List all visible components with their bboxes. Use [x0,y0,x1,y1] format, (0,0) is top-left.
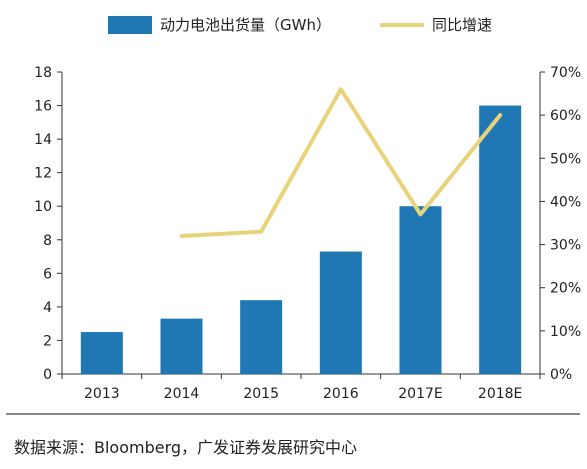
x-tick-label: 2013 [84,386,120,402]
growth-point [498,113,502,117]
bar [319,251,362,374]
legend-line-swatch [380,22,424,27]
divider [6,413,580,415]
y-left-tick-label: 10 [34,199,52,215]
growth-point [339,87,343,91]
legend-bar-label: 动力电池出货量（GWh） [160,16,331,34]
bar [160,318,203,374]
growth-point [180,234,183,238]
y-left-tick-label: 16 [34,99,52,115]
y-right-tick-label: 60% [550,108,581,124]
y-left-tick-label: 18 [34,65,52,81]
x-tick-label: 2017E [398,386,442,402]
y-right-tick-label: 0% [550,367,572,383]
y-left-tick-label: 6 [43,266,52,282]
y-left-tick-label: 4 [43,300,52,316]
legend-bar-swatch [108,15,152,34]
y-right-tick-label: 10% [550,324,581,340]
y-left-tick-label: 0 [43,367,52,383]
legend-item-line: 同比增速 [380,14,492,35]
bars [80,105,522,375]
y-left-tick-label: 14 [34,132,52,148]
bar [80,332,123,374]
x-tick-label: 2014 [164,386,200,402]
source-note: 数据来源：Bloomberg，广发证券发展研究中心 [14,438,358,457]
bar [479,105,522,375]
y-right-tick-label: 30% [550,238,581,254]
y-right-tick-label: 40% [550,194,581,210]
x-tick-label: 2016 [323,386,359,402]
x-tick-label: 2015 [243,386,279,402]
bar [399,206,442,374]
y-right-tick-label: 50% [550,151,581,167]
legend-item-bar: 动力电池出货量（GWh） [108,14,331,35]
y-right-tick-label: 70% [550,65,581,81]
growth-point [419,212,422,216]
y-left-tick-label: 8 [43,233,52,249]
tick-labels: 0 2 4 6 8 10 12 14 16 18 0% 10% 20% 30% 40% 50% 60% 70% 20… [34,65,581,402]
bar [240,300,283,374]
legend: 动力电池出货量（GWh） 同比增速 [0,14,587,44]
y-left-tick-label: 12 [34,166,52,182]
growth-line-path [179,87,503,238]
x-tick-label: 2018E [478,386,522,402]
growth-point [259,230,263,234]
growth-line [179,87,503,238]
y-right-tick-label: 20% [550,281,581,297]
legend-line-label: 同比增速 [432,16,493,34]
y-left-tick-label: 2 [43,333,52,349]
axes [57,71,545,379]
